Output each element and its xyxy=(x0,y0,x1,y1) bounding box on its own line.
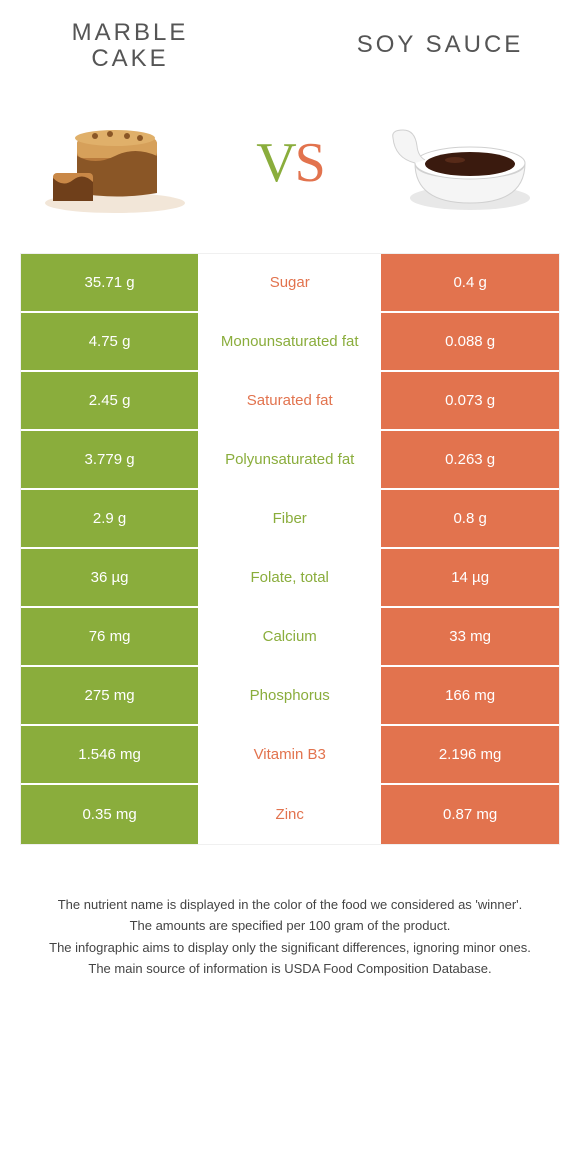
footnote-line: The main source of information is USDA F… xyxy=(30,959,550,979)
marble-cake-icon xyxy=(35,108,195,218)
vs-v: V xyxy=(256,132,294,194)
table-row: 4.75 gMonounsaturated fat0.088 g xyxy=(21,313,559,372)
footnote-line: The infographic aims to display only the… xyxy=(30,938,550,958)
left-value: 4.75 g xyxy=(21,313,200,370)
footnote-line: The amounts are specified per 100 gram o… xyxy=(30,916,550,936)
left-value: 275 mg xyxy=(21,667,200,724)
vs-s: S xyxy=(295,132,324,194)
nutrient-label: Sugar xyxy=(200,254,379,311)
header: Marble cake Soy sauce xyxy=(0,0,580,83)
right-food-image xyxy=(380,103,550,223)
nutrient-label: Vitamin B3 xyxy=(200,726,379,783)
footnote-line: The nutrient name is displayed in the co… xyxy=(30,895,550,915)
nutrient-table: 35.71 gSugar0.4 g4.75 gMonounsaturated f… xyxy=(20,253,560,845)
left-value: 35.71 g xyxy=(21,254,200,311)
nutrient-label: Polyunsaturated fat xyxy=(200,431,379,488)
table-row: 3.779 gPolyunsaturated fat0.263 g xyxy=(21,431,559,490)
left-value: 0.35 mg xyxy=(21,785,200,844)
right-food-title: Soy sauce xyxy=(340,20,540,73)
images-row: VS xyxy=(0,83,580,253)
nutrient-label: Saturated fat xyxy=(200,372,379,429)
right-value: 0.87 mg xyxy=(379,785,559,844)
right-value: 0.4 g xyxy=(379,254,559,311)
left-value: 2.45 g xyxy=(21,372,200,429)
right-value: 0.073 g xyxy=(379,372,559,429)
left-value: 2.9 g xyxy=(21,490,200,547)
nutrient-label: Folate, total xyxy=(200,549,379,606)
table-row: 275 mgPhosphorus166 mg xyxy=(21,667,559,726)
right-value: 166 mg xyxy=(379,667,559,724)
left-food-image xyxy=(30,103,200,223)
left-value: 1.546 mg xyxy=(21,726,200,783)
left-food-title: Marble cake xyxy=(40,20,220,73)
left-value: 36 µg xyxy=(21,549,200,606)
nutrient-label: Fiber xyxy=(200,490,379,547)
nutrient-label: Zinc xyxy=(200,785,379,844)
table-row: 2.9 gFiber0.8 g xyxy=(21,490,559,549)
table-row: 2.45 gSaturated fat0.073 g xyxy=(21,372,559,431)
vs-label: VS xyxy=(256,131,324,195)
left-value: 76 mg xyxy=(21,608,200,665)
right-value: 0.263 g xyxy=(379,431,559,488)
right-value: 14 µg xyxy=(379,549,559,606)
table-row: 35.71 gSugar0.4 g xyxy=(21,254,559,313)
nutrient-label: Calcium xyxy=(200,608,379,665)
right-value: 0.8 g xyxy=(379,490,559,547)
table-row: 36 µgFolate, total14 µg xyxy=(21,549,559,608)
table-row: 76 mgCalcium33 mg xyxy=(21,608,559,667)
right-value: 0.088 g xyxy=(379,313,559,370)
nutrient-label: Monounsaturated fat xyxy=(200,313,379,370)
right-value: 2.196 mg xyxy=(379,726,559,783)
left-value: 3.779 g xyxy=(21,431,200,488)
nutrient-label: Phosphorus xyxy=(200,667,379,724)
table-row: 1.546 mgVitamin B32.196 mg xyxy=(21,726,559,785)
soy-sauce-icon xyxy=(385,108,545,218)
table-row: 0.35 mgZinc0.87 mg xyxy=(21,785,559,844)
footnotes: The nutrient name is displayed in the co… xyxy=(0,845,580,979)
right-value: 33 mg xyxy=(379,608,559,665)
